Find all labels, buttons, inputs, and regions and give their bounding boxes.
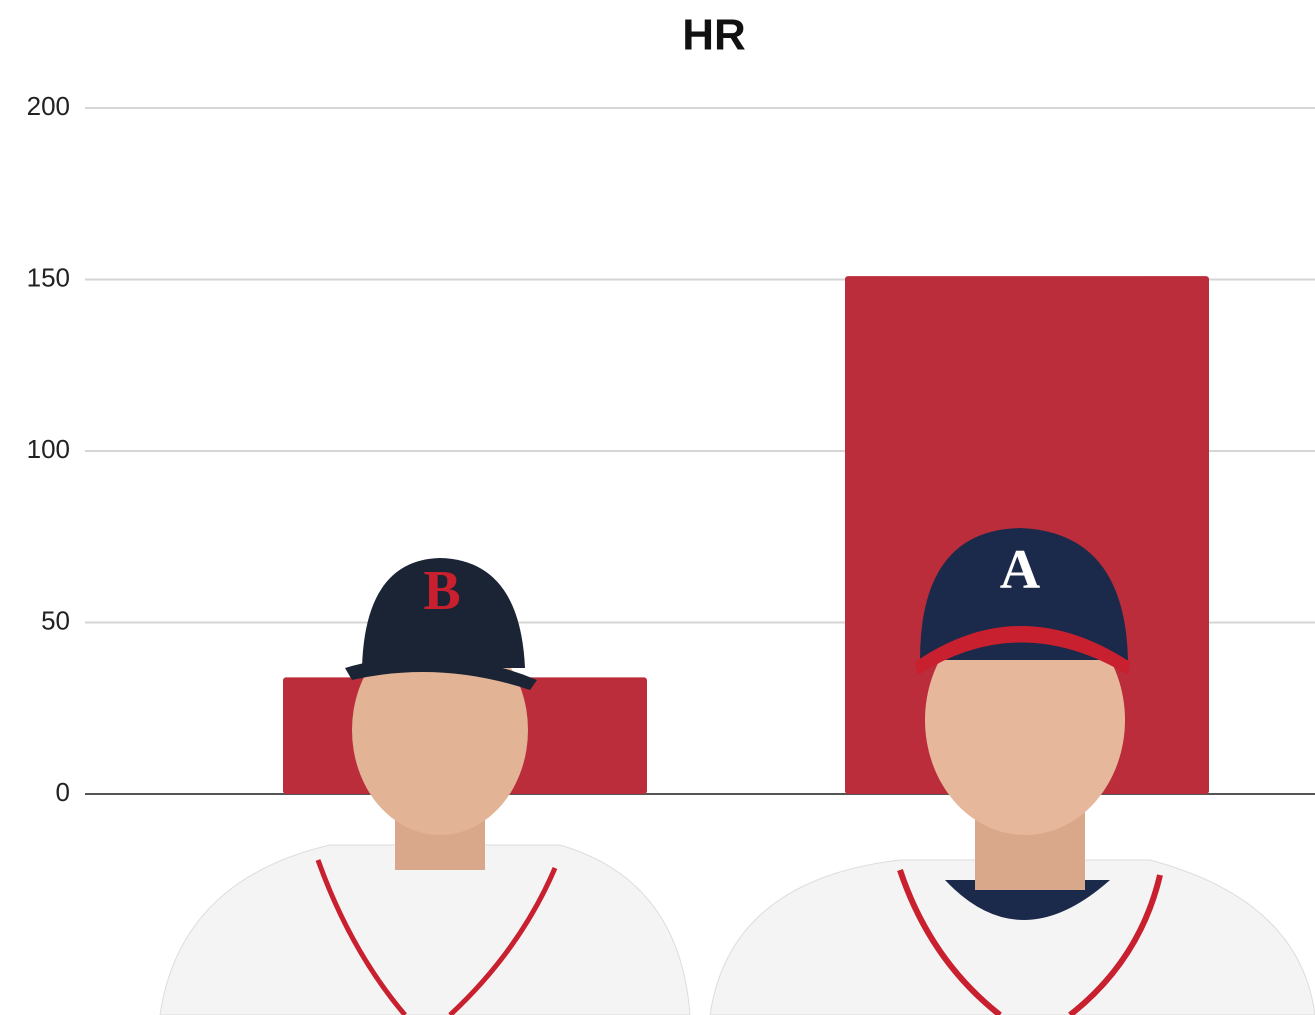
player-photo: A xyxy=(709,528,1315,1015)
y-tick-label: 200 xyxy=(27,91,70,121)
svg-text:B: B xyxy=(423,560,460,622)
y-tick-label: 100 xyxy=(27,434,70,464)
y-tick-label: 150 xyxy=(27,262,70,292)
y-tick-label: 0 xyxy=(56,777,70,807)
y-tick-label: 50 xyxy=(41,605,70,635)
player-photos: B A xyxy=(159,528,1315,1015)
svg-text:A: A xyxy=(1000,539,1041,601)
player-photo: B xyxy=(159,558,691,1015)
chart-title: HR xyxy=(682,11,746,60)
